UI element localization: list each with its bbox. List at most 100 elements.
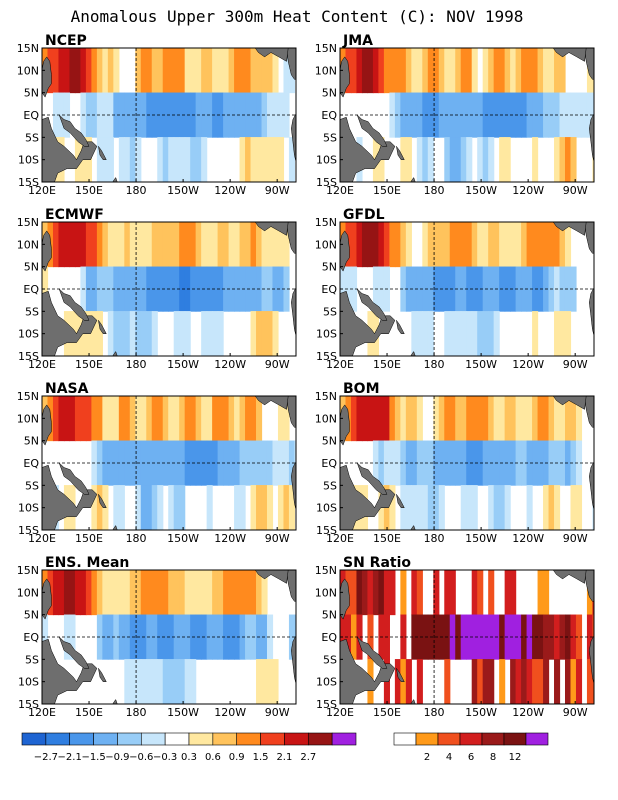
y-tick-label: 5N: [24, 609, 39, 622]
land-mass: [356, 288, 388, 321]
x-tick-label: 120E: [326, 358, 354, 371]
y-tick-label: 5N: [24, 435, 39, 448]
x-tick-label: 150W: [167, 706, 199, 719]
land-mass: [286, 222, 296, 254]
y-tick-label: EQ: [23, 109, 39, 122]
land-mass: [98, 320, 107, 334]
x-tick-label: 180: [126, 184, 147, 197]
land-mass: [584, 396, 594, 428]
land-mass: [98, 146, 107, 160]
colorbar-swatch: [117, 732, 142, 746]
colorbar-swatch: [415, 732, 439, 746]
y-tick-label: 15S: [316, 698, 337, 711]
x-tick-label: 180: [424, 184, 445, 197]
colorbar-swatch: [503, 732, 527, 746]
x-tick-label: 120W: [512, 184, 544, 197]
x-tick-label: 150E: [373, 706, 401, 719]
colorbar-swatch: [164, 732, 190, 746]
x-tick-label: 90W: [265, 532, 290, 545]
land-mass: [58, 462, 90, 495]
y-tick-label: EQ: [321, 283, 337, 296]
land-mass: [552, 396, 587, 410]
colorbar-swatch: [260, 732, 285, 746]
colorbar-swatch: [45, 732, 71, 746]
land-mass: [291, 635, 296, 685]
colorbar-tick-label: 8: [490, 752, 496, 763]
land-mass: [42, 230, 52, 272]
x-tick-label: 180: [126, 358, 147, 371]
y-tick-label: 5N: [24, 261, 39, 274]
y-tick-label: 10S: [18, 676, 39, 689]
y-tick-label: 10N: [17, 64, 39, 77]
y-tick-label: 10N: [315, 412, 337, 425]
y-tick-label: 10N: [315, 64, 337, 77]
colorbar-tick-label: −2.1: [58, 752, 82, 763]
y-tick-label: 5S: [25, 653, 39, 666]
land-mass: [589, 287, 594, 337]
y-tick-label: EQ: [321, 109, 337, 122]
y-tick-label: 5N: [24, 87, 39, 100]
x-tick-label: 90W: [563, 358, 588, 371]
x-tick-label: 120W: [512, 358, 544, 371]
y-tick-label: EQ: [321, 457, 337, 470]
colorbar-swatch: [393, 732, 417, 746]
y-tick-label: 5S: [25, 305, 39, 318]
y-tick-label: 15N: [17, 564, 39, 577]
x-tick-label: 150E: [373, 184, 401, 197]
y-tick-label: 15N: [315, 42, 337, 55]
land-mass: [98, 494, 107, 508]
x-tick-label: 120E: [326, 532, 354, 545]
land-mass: [356, 114, 388, 147]
x-tick-label: 150W: [465, 706, 497, 719]
contour-field: [340, 396, 594, 530]
colorbar-tick-label: 1.5: [253, 752, 269, 763]
x-tick-label: 180: [424, 706, 445, 719]
contour-field: [42, 570, 296, 704]
x-tick-label: 120W: [214, 532, 246, 545]
x-tick-label: 150E: [373, 358, 401, 371]
anomaly-colorbar: −2.7 −2.1 −1.5 −0.9 −0.6 −0.3 0.3 0.6 0.9 1.5 2.1 2…: [21, 732, 357, 763]
colorbar-tick-label: −0.3: [153, 752, 177, 763]
land-mass: [58, 288, 90, 321]
colorbar-swatch: [525, 732, 549, 746]
y-tick-label: 5N: [322, 261, 337, 274]
colorbar-tick-label: −0.6: [129, 752, 153, 763]
y-tick-label: 5N: [322, 87, 337, 100]
colorbar-tick-label: −0.9: [105, 752, 129, 763]
contour-field: [340, 570, 594, 704]
x-tick-label: 120E: [326, 184, 354, 197]
y-tick-label: 10S: [316, 676, 337, 689]
colorbar-tick-label: −1.5: [81, 752, 105, 763]
land-mass: [42, 578, 52, 620]
y-tick-label: 5N: [322, 609, 337, 622]
colorbar-tick-label: 12: [509, 752, 522, 763]
land-mass: [410, 698, 416, 704]
land-mass: [286, 396, 296, 428]
x-tick-label: 180: [424, 532, 445, 545]
x-tick-label: 120E: [28, 184, 56, 197]
colorbar-tick-label: 4: [446, 752, 452, 763]
y-tick-label: 5S: [323, 479, 337, 492]
x-tick-label: 90W: [265, 358, 290, 371]
land-mass: [396, 668, 405, 682]
x-tick-label: 180: [126, 532, 147, 545]
y-tick-label: 5N: [322, 435, 337, 448]
colorbar-tick-label: 6: [468, 752, 474, 763]
colorbars-group: −2.7 −2.1 −1.5 −0.9 −0.6 −0.3 0.3 0.6 0.9 1.5 2.1 2…: [21, 732, 549, 763]
x-tick-label: 150E: [373, 532, 401, 545]
y-tick-label: 15S: [316, 350, 337, 363]
y-tick-label: 15N: [315, 564, 337, 577]
colorbar-swatch: [140, 732, 166, 746]
contour-field: [340, 48, 594, 182]
y-tick-label: 10S: [316, 154, 337, 167]
land-mass: [98, 668, 107, 682]
y-tick-label: 15N: [315, 390, 337, 403]
colorbar-tick-label: 0.9: [229, 752, 245, 763]
land-mass: [396, 320, 405, 334]
panel-title: NCEP: [45, 33, 87, 49]
y-tick-label: 15S: [316, 524, 337, 537]
land-mass: [584, 570, 594, 602]
